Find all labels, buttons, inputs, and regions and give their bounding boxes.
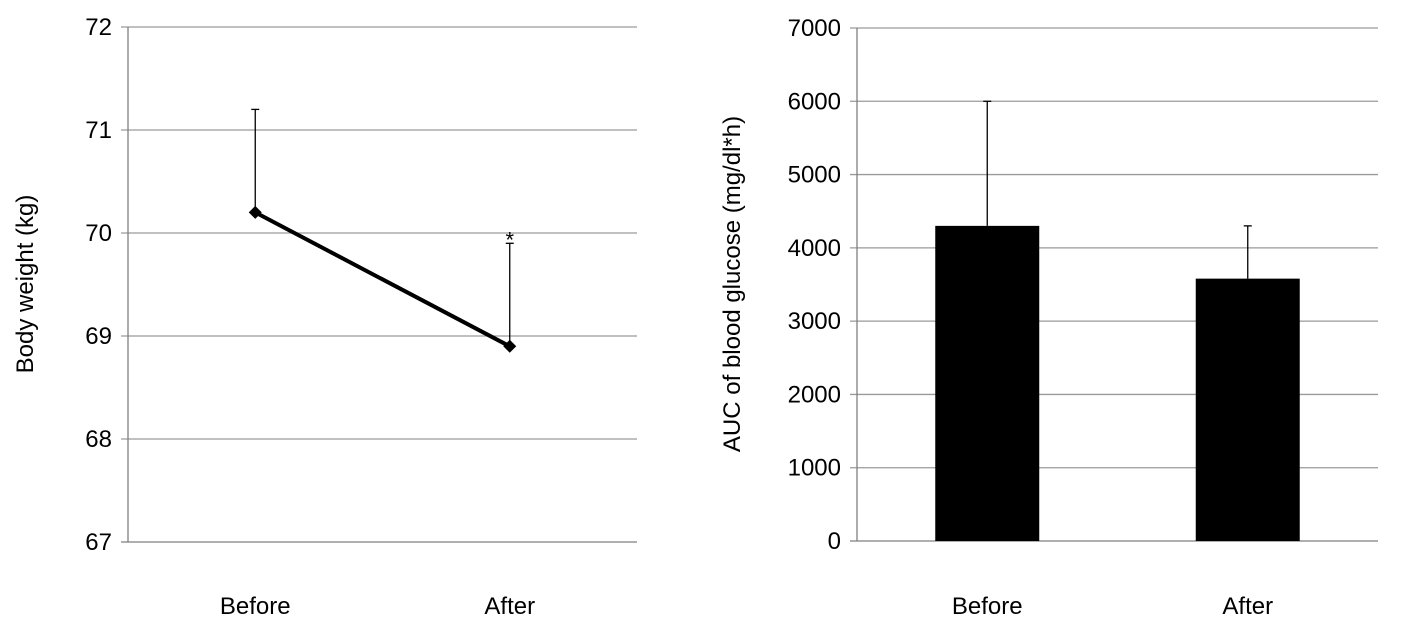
weight-y-tick-label: 70	[85, 220, 112, 247]
auc-y-tick-label: 0	[828, 528, 841, 555]
auc-y-tick-label: 7000	[788, 15, 841, 42]
auc-bar	[1195, 278, 1300, 541]
weight-x-category-label: After	[484, 593, 535, 620]
auc-y-tick-label: 6000	[788, 88, 841, 115]
auc-x-category-label: After	[1222, 593, 1273, 620]
body-weight-chart: Body weight (kg) 67 68 69 70 71 72 Before Afte…	[12, 14, 637, 620]
auc-glucose-chart: AUC of blood glucose (mg/dl*h) 0 1000 2000…	[719, 15, 1378, 620]
auc-y-tick-label: 1000	[788, 455, 841, 482]
weight-y-tick-label: 68	[85, 426, 112, 453]
weight-y-tick-label: 69	[85, 323, 112, 350]
auc-y-tick-label: 4000	[788, 235, 841, 262]
auc-x-category-label: Before	[952, 593, 1023, 620]
body-weight-y-axis-title: Body weight (kg)	[12, 195, 39, 374]
weight-y-tick-label: 72	[85, 14, 112, 41]
auc-y-tick-label: 5000	[788, 162, 841, 189]
auc-bar	[935, 225, 1040, 541]
auc-y-tick-label: 2000	[788, 381, 841, 408]
weight-data-point	[248, 205, 262, 219]
weight-y-tick-label: 71	[85, 117, 112, 144]
weight-y-tick-label: 67	[85, 529, 112, 556]
significance-asterisk: *	[505, 227, 514, 252]
auc-y-axis-title: AUC of blood glucose (mg/dl*h)	[719, 116, 746, 452]
weight-x-category-label: Before	[220, 593, 291, 620]
weight-series-line	[254, 210, 511, 349]
auc-y-tick-label: 3000	[788, 308, 841, 335]
weight-data-point	[503, 339, 517, 353]
